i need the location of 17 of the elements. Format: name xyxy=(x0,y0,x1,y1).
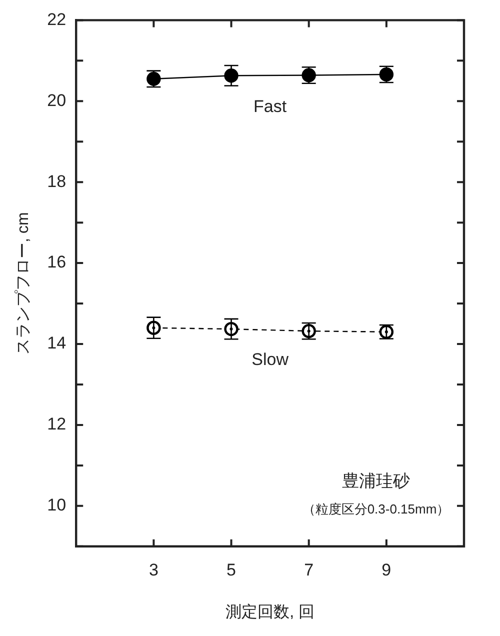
y-axis-title: スランプフロー, cm xyxy=(14,212,32,354)
annotation: （粒度区分0.3-0.15mm） xyxy=(302,501,450,516)
y-tick-label: 20 xyxy=(47,90,66,110)
annotation: 豊浦珪砂 xyxy=(342,471,410,490)
x-tick-label: 7 xyxy=(304,560,314,580)
series-label: Slow xyxy=(252,350,290,370)
y-tick-label: 22 xyxy=(47,10,66,29)
x-tick-label: 3 xyxy=(148,560,158,580)
y-tick-label: 16 xyxy=(47,252,66,272)
x-tick-label: 9 xyxy=(382,560,392,580)
series-label: Fast xyxy=(254,97,287,116)
x-tick-label: 5 xyxy=(226,560,236,580)
y-tick-label: 10 xyxy=(47,496,66,515)
y-tick-label: 18 xyxy=(47,172,66,191)
y-tick-label: 14 xyxy=(47,334,66,353)
x-axis-title: 測定回数, 回 xyxy=(226,602,314,621)
y-tick-label: 12 xyxy=(47,414,66,434)
